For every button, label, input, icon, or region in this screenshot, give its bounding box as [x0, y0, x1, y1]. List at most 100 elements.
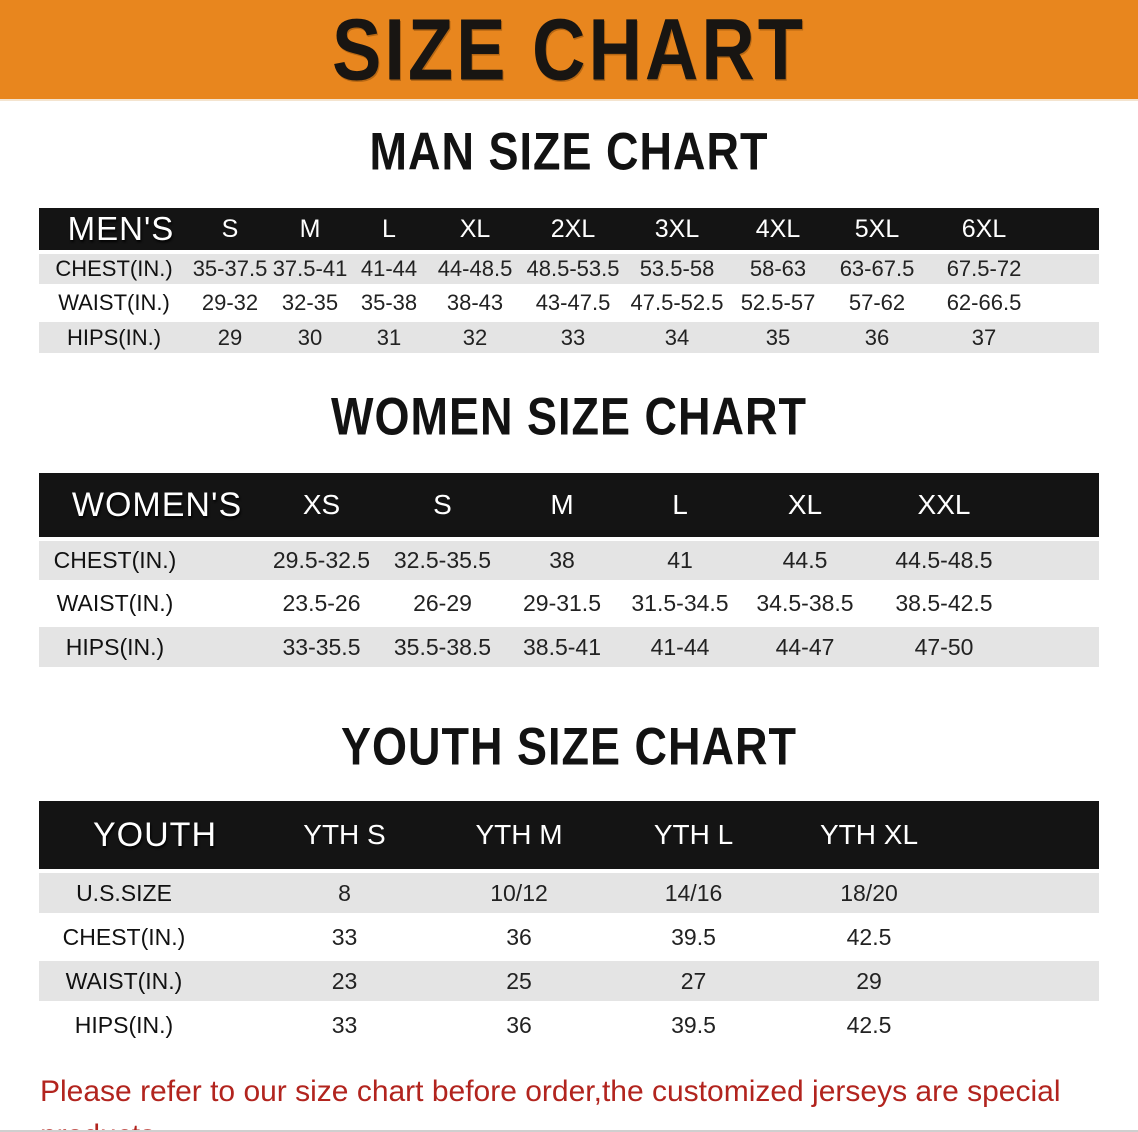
table-row: WAIST(IN.) 23.5-26 26-29 29-31.5 31.5-34.5 34…	[39, 580, 1099, 626]
size-cell: 29.5-32.5	[261, 537, 382, 583]
size-cell: 25	[432, 957, 606, 1004]
disclaimer: Please refer to our size chart before or…	[40, 1070, 1110, 1130]
size-cell: 36	[827, 318, 927, 355]
size-cell: 38.5-41	[503, 623, 621, 669]
size-cell: 44-48.5	[429, 250, 521, 287]
size-cell: 42.5	[781, 1001, 1099, 1048]
size-column-header: YTH XL	[781, 801, 1099, 871]
size-cell: 35-37.5	[189, 250, 271, 287]
women-section-title: WOMEN SIZE CHART	[0, 388, 1138, 449]
size-column-header: 4XL	[729, 208, 827, 252]
table-row: CHEST(IN.) 33 36 39.5 42.5	[39, 913, 1099, 960]
table-row: CHEST(IN.) 29.5-32.5 32.5-35.5 38 41 44.5 44.5…	[39, 537, 1099, 583]
size-cell: 8	[257, 869, 432, 916]
size-cell: 57-62	[827, 284, 927, 321]
size-column-header: 6XL	[927, 208, 1099, 252]
table-row: HIPS(IN.) 29 30 31 32 33 34 35 36 37	[39, 318, 1099, 355]
size-cell: 30	[271, 318, 349, 355]
table-header-row: MEN'S S M L XL 2XL 3XL 4XL 5XL 6XL	[39, 208, 1099, 252]
size-column-header: 2XL	[521, 208, 625, 252]
size-column-header: L	[349, 208, 429, 252]
size-cell: 41-44	[621, 623, 739, 669]
size-cell: 38.5-42.5	[871, 580, 1099, 626]
size-column-header: YTH L	[606, 801, 781, 871]
size-cell: 23	[257, 957, 432, 1004]
row-label: WAIST(IN.)	[39, 580, 261, 626]
row-label: HIPS(IN.)	[39, 318, 189, 355]
size-cell: 39.5	[606, 1001, 781, 1048]
table-row: CHEST(IN.) 35-37.5 37.5-41 41-44 44-48.5 48.5…	[39, 250, 1099, 287]
size-cell: 32-35	[271, 284, 349, 321]
banner-title: SIZE CHART	[332, 0, 806, 99]
row-label: CHEST(IN.)	[39, 250, 189, 287]
table-row: WAIST(IN.) 29-32 32-35 35-38 38-43 43-47.5 47.…	[39, 284, 1099, 321]
size-cell: 44-47	[739, 623, 871, 669]
size-column-header: M	[271, 208, 349, 252]
size-cell: 39.5	[606, 913, 781, 960]
size-column-header: XXL	[871, 473, 1099, 539]
size-cell: 33	[257, 1001, 432, 1048]
size-column-header: 5XL	[827, 208, 927, 252]
size-column-header: M	[503, 473, 621, 539]
size-cell: 37.5-41	[271, 250, 349, 287]
size-cell: 44.5	[739, 537, 871, 583]
size-column-header: S	[382, 473, 503, 539]
size-cell: 31.5-34.5	[621, 580, 739, 626]
row-label: CHEST(IN.)	[39, 913, 257, 960]
size-cell: 58-63	[729, 250, 827, 287]
row-label: WAIST(IN.)	[39, 284, 189, 321]
size-cell: 27	[606, 957, 781, 1004]
table-corner-label: MEN'S	[39, 208, 189, 252]
man-section-title-text: MAN SIZE CHART	[369, 121, 769, 182]
size-cell: 29-32	[189, 284, 271, 321]
size-cell: 38-43	[429, 284, 521, 321]
table-row: HIPS(IN.) 33-35.5 35.5-38.5 38.5-41 41-44 44-…	[39, 623, 1099, 669]
size-column-header: 3XL	[625, 208, 729, 252]
table-header-row: WOMEN'S XS S M L XL XXL	[39, 473, 1099, 539]
table-corner-label: YOUTH	[39, 801, 257, 871]
size-column-header: XL	[429, 208, 521, 252]
row-label: HIPS(IN.)	[39, 1001, 257, 1048]
youth-section-title: YOUTH SIZE CHART	[0, 718, 1138, 779]
youth-size-table: YOUTH YTH S YTH M YTH L YTH XL U.S.SIZE 8 10/12…	[39, 801, 1099, 1048]
size-cell: 35.5-38.5	[382, 623, 503, 669]
size-cell: 29	[189, 318, 271, 355]
table-row: U.S.SIZE 8 10/12 14/16 18/20	[39, 869, 1099, 916]
size-cell: 29	[781, 957, 1099, 1004]
size-column-header: YTH M	[432, 801, 606, 871]
table-corner-label: WOMEN'S	[39, 473, 261, 539]
banner: SIZE CHART	[0, 0, 1138, 101]
size-cell: 35-38	[349, 284, 429, 321]
size-cell: 35	[729, 318, 827, 355]
size-cell: 47.5-52.5	[625, 284, 729, 321]
size-cell: 67.5-72	[927, 250, 1099, 287]
size-cell: 48.5-53.5	[521, 250, 625, 287]
row-label: HIPS(IN.)	[39, 623, 261, 669]
size-column-header: L	[621, 473, 739, 539]
size-cell: 44.5-48.5	[871, 537, 1099, 583]
size-cell: 26-29	[382, 580, 503, 626]
size-column-header: XL	[739, 473, 871, 539]
size-cell: 53.5-58	[625, 250, 729, 287]
size-cell: 31	[349, 318, 429, 355]
size-cell: 36	[432, 913, 606, 960]
size-cell: 33-35.5	[261, 623, 382, 669]
women-section-title-text: WOMEN SIZE CHART	[331, 386, 807, 447]
size-cell: 42.5	[781, 913, 1099, 960]
size-column-header: XS	[261, 473, 382, 539]
women-size-table: WOMEN'S XS S M L XL XXL CHEST(IN.) 29.5-32.5 32.5…	[39, 473, 1099, 669]
size-column-header: YTH S	[257, 801, 432, 871]
size-cell: 41	[621, 537, 739, 583]
youth-section-title-text: YOUTH SIZE CHART	[340, 716, 797, 777]
size-cell: 10/12	[432, 869, 606, 916]
size-cell: 33	[521, 318, 625, 355]
size-cell: 32.5-35.5	[382, 537, 503, 583]
table-header-row: YOUTH YTH S YTH M YTH L YTH XL	[39, 801, 1099, 871]
size-cell: 33	[257, 913, 432, 960]
size-cell: 14/16	[606, 869, 781, 916]
size-cell: 43-47.5	[521, 284, 625, 321]
row-label: WAIST(IN.)	[39, 957, 257, 1004]
table-row: HIPS(IN.) 33 36 39.5 42.5	[39, 1001, 1099, 1048]
row-label: U.S.SIZE	[39, 869, 257, 916]
size-cell: 41-44	[349, 250, 429, 287]
